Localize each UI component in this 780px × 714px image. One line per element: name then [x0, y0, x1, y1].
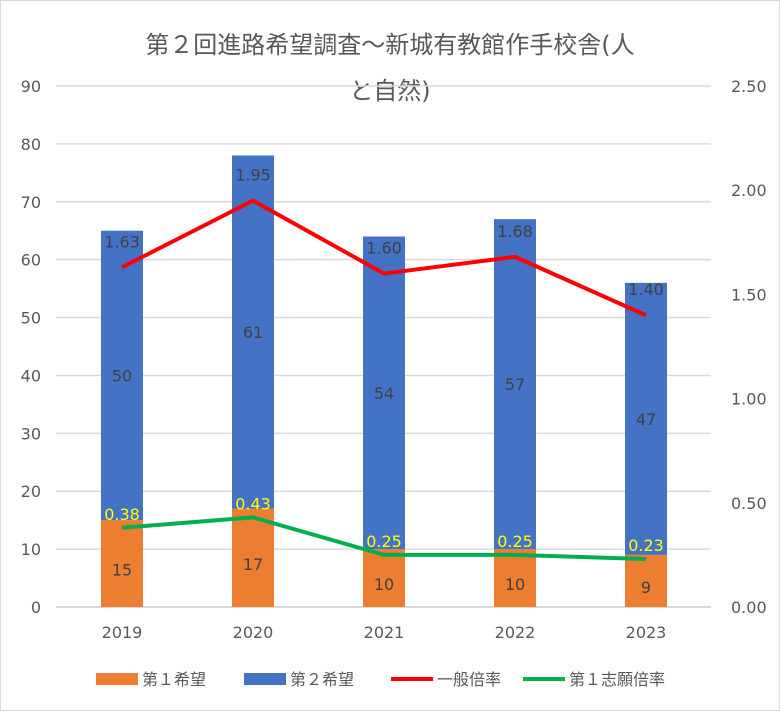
line-data-label: 0.43	[235, 494, 271, 513]
left-axis-tick: 40	[21, 366, 41, 385]
right-axis-tick: 2.00	[731, 181, 767, 200]
bar-data-label: 10	[505, 575, 525, 594]
legend-swatch	[96, 673, 138, 685]
line-data-label: 1.40	[628, 280, 664, 299]
legend-label: 第１志願倍率	[569, 670, 665, 689]
bar-1-2019	[101, 520, 143, 607]
legend-swatch	[244, 673, 286, 685]
left-axis-tick: 60	[21, 251, 41, 270]
line-data-label: 1.95	[235, 166, 271, 185]
bar-1-2020	[232, 508, 274, 607]
bar-2-2020	[232, 155, 274, 509]
bar-2-2022	[494, 219, 536, 550]
legend-label: 第２希望	[290, 670, 354, 689]
bar-2-2023	[625, 282, 667, 555]
bar-data-label: 10	[374, 575, 394, 594]
x-axis-tick: 2021	[364, 623, 405, 642]
left-axis-tick: 0	[31, 598, 41, 617]
right-axis-tick: 0.00	[731, 598, 767, 617]
chart-title-line1: 第２回進路希望調査～新城有教館作手校舎(人	[145, 31, 634, 59]
bar-data-label: 17	[243, 555, 263, 574]
line-data-label: 0.38	[104, 505, 140, 524]
x-axis-tick: 2023	[626, 623, 667, 642]
left-axis-tick: 80	[21, 135, 41, 154]
line-data-label: 0.23	[628, 536, 664, 555]
line-series-2	[121, 515, 647, 562]
legend-label: 一般倍率	[437, 670, 501, 689]
x-axis-tick: 2022	[495, 623, 536, 642]
left-axis-tick: 10	[21, 540, 41, 559]
line-data-label: 0.25	[366, 532, 402, 551]
bar-data-label: 61	[243, 323, 263, 342]
bar-data-label: 50	[112, 366, 132, 385]
line-data-label: 1.63	[104, 232, 140, 251]
bar-1-2021	[363, 549, 405, 607]
bar-data-label: 9	[641, 578, 651, 597]
bar-data-label: 54	[374, 384, 394, 403]
left-axis-tick: 90	[21, 77, 41, 96]
right-axis-tick: 2.50	[731, 77, 767, 96]
right-axis-tick: 1.50	[731, 285, 767, 304]
bar-data-label: 47	[636, 410, 656, 429]
bar-2-2019	[101, 230, 143, 521]
left-axis-tick: 70	[21, 193, 41, 212]
bar-2-2021	[363, 236, 405, 550]
legend-label: 第１希望	[142, 670, 206, 689]
bar-1-2023	[625, 554, 667, 607]
bar-1-2022	[494, 549, 536, 607]
left-axis-tick: 50	[21, 309, 41, 328]
left-axis-tick: 30	[21, 424, 41, 443]
line-data-label: 1.60	[366, 239, 402, 258]
left-axis-tick: 20	[21, 482, 41, 501]
x-axis-tick: 2019	[102, 623, 143, 642]
right-axis-tick: 1.00	[731, 390, 767, 409]
line-series-1	[121, 198, 647, 318]
bar-data-label: 15	[112, 561, 132, 580]
x-axis-tick: 2020	[233, 623, 274, 642]
bar-data-label: 57	[505, 375, 525, 394]
line-data-label: 1.68	[497, 222, 533, 241]
chart-title-line2: と自然)	[349, 77, 430, 105]
line-data-label: 0.25	[497, 532, 533, 551]
right-axis-tick: 0.50	[731, 494, 767, 513]
